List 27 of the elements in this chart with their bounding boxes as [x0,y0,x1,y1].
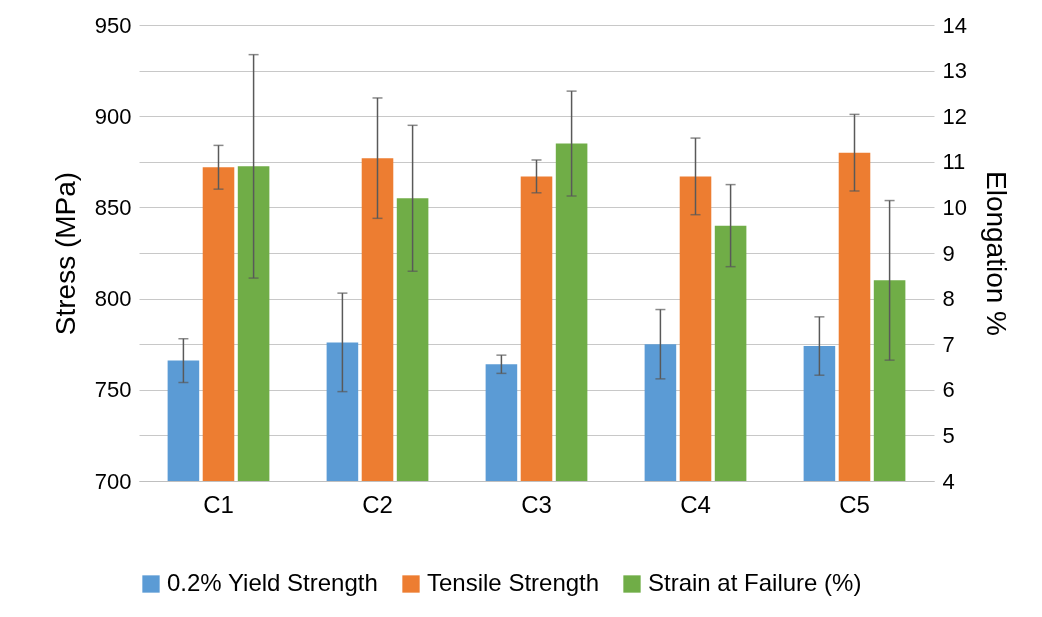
y2-tick-label: 7 [942,331,955,357]
y-tick-label: 800 [94,286,132,312]
y2-tick-label: 13 [942,58,967,84]
x-tick-label: C5 [839,490,870,518]
y-tick-label: 950 [94,12,132,38]
x-tick-label: C4 [680,490,711,518]
y-axis-title: Stress (MPa) [49,171,81,336]
y2-tick-label: 10 [942,194,967,220]
y2-tick-label: 9 [942,240,955,266]
y2-tick-label: 5 [942,422,955,448]
x-tick-label: C3 [521,490,552,518]
y-tick-label: 750 [94,377,132,403]
legend-label: Strain at Failure (%) [648,569,862,596]
y2-axis-title: Elongation % [980,170,1012,337]
y2-tick-label: 12 [942,103,967,129]
y-tick-label: 900 [94,103,132,129]
y-tick-label: 850 [94,194,132,220]
legend-label: 0.2% Yield Strength [167,569,378,596]
x-tick-label: C2 [362,490,393,518]
y2-tick-label: 11 [942,149,966,175]
legend-label: Tensile Strength [427,569,600,596]
y2-tick-label: 4 [942,468,955,494]
y2-tick-label: 8 [942,286,955,312]
y2-tick-label: 6 [942,377,955,403]
y2-tick-label: 14 [942,12,967,38]
x-tick-label: C1 [203,490,234,518]
y-tick-label: 700 [94,468,132,494]
